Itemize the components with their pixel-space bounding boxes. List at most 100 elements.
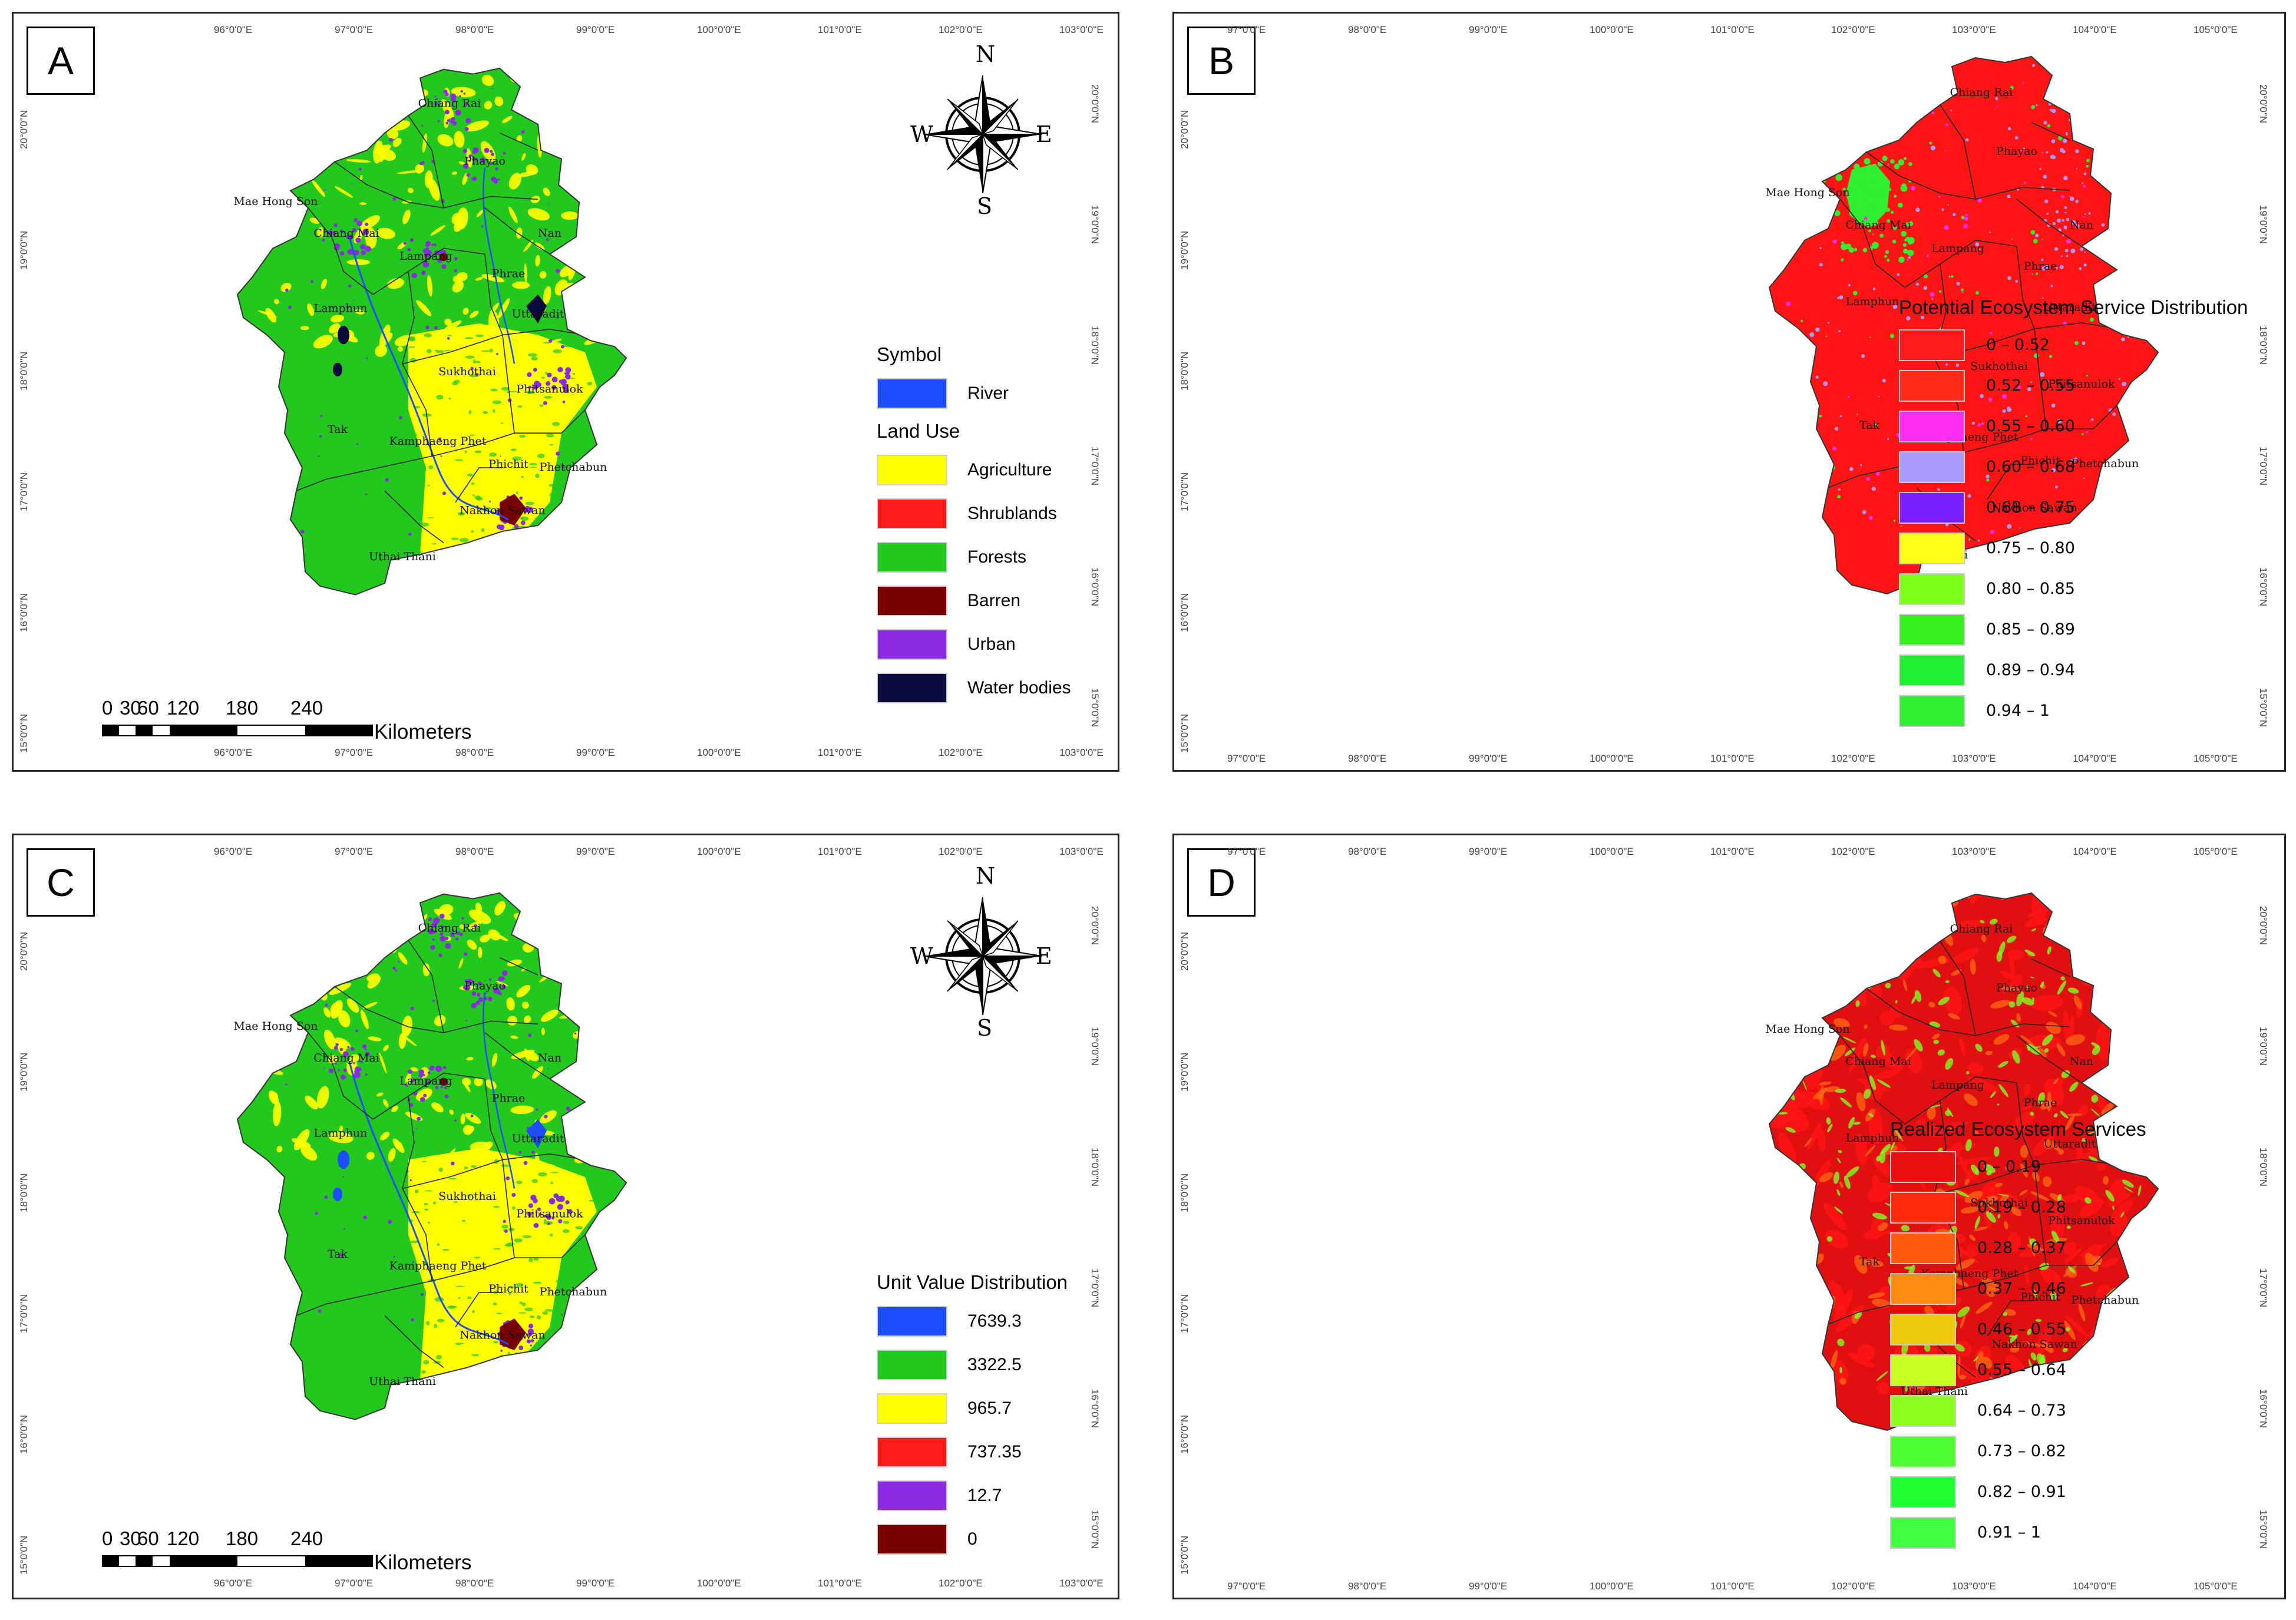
legend-swatch <box>1899 451 1965 483</box>
scale-label: 180 <box>226 1528 259 1549</box>
legend-item: 0.64 – 0.73 <box>1890 1390 2146 1431</box>
place-label: Lampang <box>1931 242 1984 255</box>
legend-label: 965.7 <box>967 1399 1012 1418</box>
province-boundary <box>431 1234 586 1282</box>
panel-letter-d: D <box>1187 848 1256 917</box>
lat-tick-left: 19°0'0"N <box>18 230 29 270</box>
place-label: Phayao <box>1996 145 2037 158</box>
lon-tick-top: 96°0'0"E <box>214 24 253 35</box>
place-label: Phichit <box>2020 454 2060 467</box>
place-label: Mae Hong Son <box>1765 186 1849 199</box>
lat-tick-right: 18°0'0"N <box>2258 1148 2269 1187</box>
legend-item: Shrublands <box>877 492 1071 535</box>
place-label: Chiang Mai <box>1845 219 1911 232</box>
lat-tick-right: 15°0'0"N <box>2258 688 2269 728</box>
legend-swatch <box>877 1437 947 1467</box>
legend-swatch <box>877 1524 947 1555</box>
province-boundary <box>1904 1076 2017 1125</box>
legend-item: Urban <box>877 623 1071 666</box>
province-boundary <box>308 1032 374 1120</box>
legend-swatch <box>1899 573 1965 605</box>
place-label: Mae Hong Son <box>1765 1023 1849 1036</box>
lon-tick-top: 97°0'0"E <box>1227 24 1266 35</box>
legend-item: Water bodies <box>877 666 1071 710</box>
province-boundary <box>1940 104 1976 200</box>
lon-tick-bottom: 99°0'0"E <box>1469 1581 1508 1592</box>
place-label: Uthai Thani <box>369 1376 436 1388</box>
place-label: Uttaradit <box>512 1133 564 1145</box>
lon-tick-top: 102°0'0"E <box>1831 846 1875 857</box>
legend-swatch <box>877 378 947 409</box>
scale-label: 0 <box>102 697 113 719</box>
lon-tick-top: 99°0'0"E <box>576 846 615 857</box>
legend-item: 965.7 <box>877 1387 1068 1430</box>
province-boundary <box>384 1315 444 1368</box>
lon-tick-bottom: 96°0'0"E <box>214 1578 253 1589</box>
scale-label: 0 <box>102 1528 113 1549</box>
compass-w: W <box>910 121 934 147</box>
legend-item: Agriculture <box>877 448 1071 492</box>
lat-tick-right: 17°0'0"N <box>1089 447 1101 486</box>
place-label: Chiang Mai <box>1845 1055 1911 1068</box>
province-boundary <box>296 467 379 491</box>
place-label: Phitsanulok <box>516 383 583 396</box>
lon-tick-bottom: 105°0'0"E <box>2193 753 2238 764</box>
province-boundary <box>2016 1035 2082 1083</box>
legend-swatch <box>877 673 947 703</box>
legend-label: 12.7 <box>967 1486 1002 1505</box>
place-label: Phitsanulok <box>2048 1214 2115 1227</box>
place-label: Mae Hong Son <box>233 196 318 208</box>
scale-label: 30 <box>120 697 141 719</box>
lon-tick-bottom: 103°0'0"E <box>1059 747 1104 758</box>
place-label: Nan <box>2070 219 2093 232</box>
map-c: Chiang Rai Phayao Mae Hong Son Chiang Mai Na… <box>233 892 627 1420</box>
legend-potential-es: Potential Ecosystem Service Distribution… <box>1899 296 2248 731</box>
north-arrow-compass-c: N E S W <box>909 863 1056 1041</box>
scale-label: 240 <box>290 697 323 719</box>
lat-tick-left: 20°0'0"N <box>1179 110 1190 149</box>
province-boundary <box>408 940 444 1033</box>
province-boundary <box>443 196 539 209</box>
lon-tick-bottom: 102°0'0"E <box>939 747 983 758</box>
legend-swatch <box>1890 1150 1956 1183</box>
lon-tick-top: 103°0'0"E <box>1059 846 1104 857</box>
legend-label: 0.85 – 0.89 <box>1986 620 2075 639</box>
place-label: Chiang Mai <box>313 1052 379 1064</box>
legend-label: 0.64 – 0.73 <box>1977 1401 2066 1420</box>
legend-label: 0.46 – 0.55 <box>1977 1320 2066 1338</box>
place-label: Phitsanulok <box>516 1208 583 1221</box>
legend-item: 0.80 – 0.85 <box>1899 568 2248 609</box>
province-boundary <box>1839 1035 1905 1125</box>
province-boundary <box>484 1032 550 1080</box>
legend-unit-value: Unit Value Distribution 7639.3 3322.5 965.… <box>877 1271 1068 1561</box>
place-label: Nan <box>2070 1055 2093 1068</box>
lon-tick-top: 105°0'0"E <box>2193 846 2238 857</box>
panel-letter-a: A <box>27 27 95 95</box>
lon-tick-top: 104°0'0"E <box>2073 24 2117 35</box>
legend-item: 0.37 – 0.46 <box>1890 1268 2146 1309</box>
region-outline <box>1768 892 2159 1431</box>
lat-tick-right: 16°0'0"N <box>1089 1389 1101 1429</box>
province-boundary <box>378 1280 432 1293</box>
scale-bar-c: 0 30 60 120 180 240 Kilometers <box>102 1528 514 1586</box>
lon-tick-bottom: 98°0'0"E <box>1348 1581 1387 1592</box>
legend-item: 0.19 – 0.28 <box>1890 1187 2146 1228</box>
lat-tick-right: 17°0'0"N <box>2258 1268 2269 1308</box>
place-label: Sukhothai <box>1970 1196 2028 1209</box>
legend-item: 0.60 – 0.68 <box>1899 447 2248 487</box>
lon-tick-top: 101°0'0"E <box>818 24 862 35</box>
place-label: Uttaradit <box>512 308 564 320</box>
legend-label: 0 – 0.19 <box>1977 1158 2041 1176</box>
place-label: Nakhon Sawan <box>1991 1338 2077 1351</box>
panel-letter-c: C <box>27 848 95 917</box>
place-label: Phichit <box>2020 1291 2060 1304</box>
place-label: Phayao <box>464 980 506 993</box>
lon-tick-top: 102°0'0"E <box>939 846 983 857</box>
lon-tick-bottom: 97°0'0"E <box>1227 1581 1266 1592</box>
lon-tick-top: 98°0'0"E <box>1348 846 1387 857</box>
lon-tick-bottom: 99°0'0"E <box>576 747 615 758</box>
lat-tick-right: 17°0'0"N <box>1089 1268 1101 1308</box>
legend-label: 0.75 – 0.80 <box>1986 539 2075 557</box>
legend-swatch <box>877 1480 947 1511</box>
place-label: Tak <box>1859 1255 1880 1268</box>
